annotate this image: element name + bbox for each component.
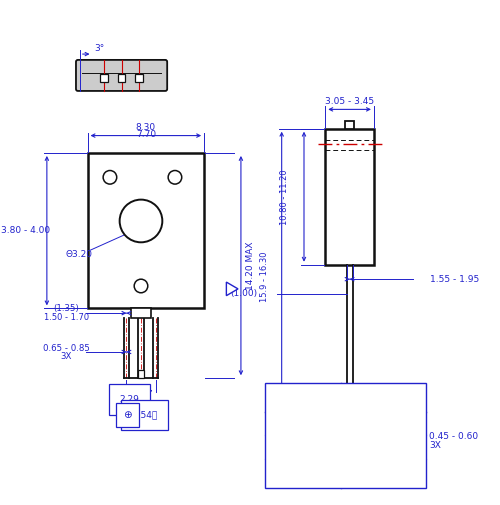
Bar [326,129,374,265]
Bar [265,383,426,488]
Text: 3X: 3X [429,440,441,449]
Text: 0.45 - 0.60: 0.45 - 0.60 [429,432,478,441]
Polygon shape [226,282,238,296]
FancyBboxPatch shape [76,60,167,91]
Bar [344,121,354,129]
Circle shape [103,171,117,184]
Text: M: M [139,372,143,377]
Text: ⊕: ⊕ [123,410,132,420]
Text: 3°: 3° [94,44,104,53]
Bar [135,74,143,82]
Text: 3.05 - 3.45: 3.05 - 3.45 [325,97,374,106]
Text: 7.70: 7.70 [136,130,156,139]
Text: 10.80 - 11.20: 10.80 - 11.20 [280,169,289,225]
Bar [118,74,126,82]
Bar [88,153,204,308]
Bar [100,74,108,82]
Text: PRODUCTION
CODE: PRODUCTION CODE [272,387,334,408]
Circle shape [168,171,181,184]
Text: 3X: 3X [60,352,72,361]
Text: Θ3.20: Θ3.20 [66,250,92,260]
Text: 15.9 - 16.30: 15.9 - 16.30 [260,251,268,302]
Text: 8.30: 8.30 [136,123,156,132]
Text: TSTU: TSTU [292,442,314,451]
Text: 2.36-2.96: 2.36-2.96 [362,442,405,451]
Text: D: D [230,286,235,292]
Text: TSSTU: TSSTU [289,419,317,428]
Text: 12.76-13.36: 12.76-13.36 [356,466,411,475]
Text: 2.29: 2.29 [120,395,140,404]
Circle shape [120,199,162,242]
Text: (1.35): (1.35) [54,304,79,313]
Text: NONE
(STD LENGTH): NONE (STD LENGTH) [272,460,334,480]
Text: .254Ⓜ: .254Ⓜ [132,411,158,420]
Text: 3.80 - 4.00: 3.80 - 4.00 [1,226,50,235]
Text: 1.55 - 1.95: 1.55 - 1.95 [430,275,480,284]
Bar [138,370,144,378]
Text: (1.00): (1.00) [230,289,258,298]
Circle shape [134,279,148,293]
Text: 0.65 - 0.85: 0.65 - 0.85 [43,343,90,352]
Bar [132,308,150,318]
Text: 1.50 - 1.70: 1.50 - 1.70 [44,314,89,323]
Text: TERMINAL
LENGTH "D": TERMINAL LENGTH "D" [356,387,412,408]
Text: 3.45-4.05: 3.45-4.05 [362,419,405,428]
Text: 14.20 MAX: 14.20 MAX [246,241,255,290]
